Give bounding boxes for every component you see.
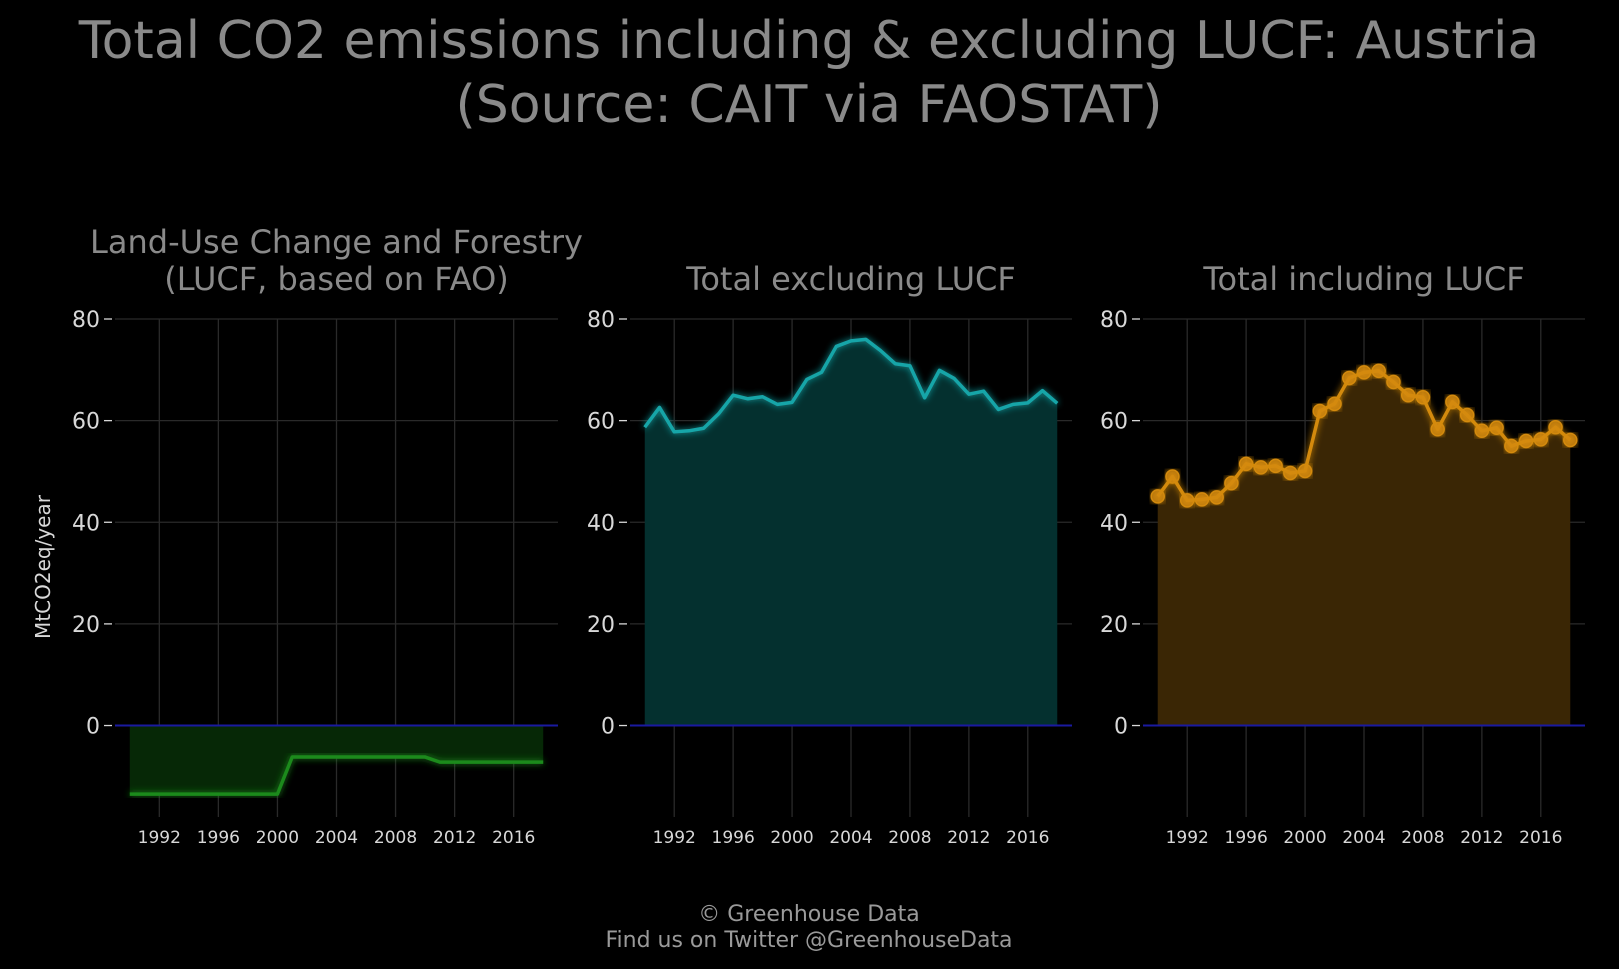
data-point-2002	[1327, 396, 1342, 412]
panel-title-1-line1: Land-Use Change and Forestry	[90, 223, 583, 261]
ytick-label-80: 80	[587, 308, 615, 333]
area-fill-2	[644, 339, 1058, 726]
xtick-label-2004: 2004	[829, 828, 872, 848]
ytick-label-40: 40	[587, 511, 615, 536]
data-point-2017	[1548, 419, 1563, 435]
xtick-label-1996: 1996	[712, 828, 755, 848]
ytick-label-80: 80	[1100, 308, 1128, 333]
chart-title-line2: (Source: CAIT via FAOSTAT)	[455, 75, 1162, 135]
data-point-1996	[1238, 456, 1254, 472]
data-point-2009	[1430, 422, 1445, 437]
ytick-label-40: 40	[72, 511, 100, 536]
data-point-1994	[1209, 490, 1224, 505]
xtick-label-1996: 1996	[197, 828, 240, 848]
data-point-1993	[1194, 492, 1210, 507]
panel-title-3-line1: Total including LUCF	[1202, 260, 1524, 298]
ytick-label-60: 60	[587, 410, 615, 435]
xtick-label-2012: 2012	[947, 828, 990, 848]
xtick-label-2008: 2008	[1401, 828, 1444, 848]
data-point-2006	[1386, 374, 1401, 390]
series-line-2	[643, 337, 1059, 434]
panel-title-2-line1: Total excluding LUCF	[685, 260, 1016, 298]
xtick-label-2016: 2016	[1006, 828, 1049, 848]
ytick-label-60: 60	[1100, 410, 1128, 435]
ytick-label-60: 60	[72, 410, 100, 435]
data-point-2016	[1533, 432, 1549, 447]
xtick-label-2008: 2008	[374, 828, 417, 848]
area-fill-3	[1157, 370, 1571, 726]
panel-3: Total including LUCF 0 20 40 60 80 1992 1996 200…	[1100, 260, 1585, 848]
ytick-label-0: 0	[86, 715, 100, 740]
data-point-1998	[1268, 458, 1283, 474]
footer-twitter: Find us on Twitter @GreenhouseData	[605, 928, 1012, 953]
panel-1: Land-Use Change and Forestry(LUCF, based…	[72, 223, 583, 848]
xtick-label-1992: 1992	[138, 828, 181, 848]
data-point-2001	[1312, 403, 1328, 419]
panel-title-1-line2: (LUCF, based on FAO)	[164, 260, 509, 298]
data-point-1999	[1283, 465, 1298, 481]
xtick-label-2012: 2012	[433, 828, 476, 848]
data-point-2012	[1474, 423, 1490, 439]
chart-title-line1: Total CO2 emissions including & excludin…	[78, 11, 1540, 71]
ytick-label-0: 0	[1114, 715, 1128, 740]
xtick-label-1996: 1996	[1225, 828, 1268, 848]
data-point-1997	[1253, 460, 1269, 475]
footer-copyright: © Greenhouse Data	[698, 902, 919, 927]
ytick-label-20: 20	[587, 613, 615, 638]
xtick-label-2000: 2000	[770, 828, 813, 848]
data-point-2003	[1342, 370, 1357, 386]
data-point-2015	[1518, 433, 1534, 449]
data-point-2007	[1400, 387, 1416, 403]
ytick-label-20: 20	[72, 613, 100, 638]
data-point-2018	[1563, 432, 1578, 448]
data-point-1991	[1165, 469, 1180, 484]
series-line-1	[129, 755, 544, 796]
xtick-label-2004: 2004	[1342, 828, 1385, 848]
data-point-1995	[1224, 475, 1239, 491]
xtick-label-2000: 2000	[256, 828, 299, 848]
data-point-2011	[1459, 407, 1475, 423]
panel-2: Total excluding LUCF 0 20 40 60 80 1992 1996 200…	[587, 260, 1072, 848]
xtick-label-2016: 2016	[1519, 828, 1562, 848]
xtick-label-1992: 1992	[1166, 828, 1209, 848]
data-point-2000	[1297, 463, 1313, 479]
data-point-2013	[1489, 420, 1504, 435]
data-point-2008	[1415, 390, 1431, 405]
ytick-label-20: 20	[1100, 613, 1128, 638]
xtick-label-2012: 2012	[1460, 828, 1503, 848]
data-point-1990	[1150, 489, 1165, 504]
ytick-label-0: 0	[601, 715, 615, 740]
xtick-label-1992: 1992	[653, 828, 696, 848]
xtick-label-2004: 2004	[315, 828, 358, 848]
xtick-label-2016: 2016	[492, 828, 535, 848]
ytick-label-80: 80	[72, 308, 100, 333]
ytick-label-40: 40	[1100, 511, 1128, 536]
area-fill-1	[129, 725, 544, 795]
chart-panels: Land-Use Change and Forestry(LUCF, based…	[72, 223, 1585, 848]
data-point-2014	[1504, 438, 1519, 454]
data-point-1992	[1179, 493, 1195, 508]
xtick-label-2000: 2000	[1283, 828, 1326, 848]
data-point-2010	[1445, 394, 1460, 410]
y-axis-label: MtCO2eq/year	[31, 494, 55, 639]
data-point-2004	[1356, 365, 1372, 380]
data-point-2005	[1371, 363, 1386, 379]
xtick-label-2008: 2008	[888, 828, 931, 848]
